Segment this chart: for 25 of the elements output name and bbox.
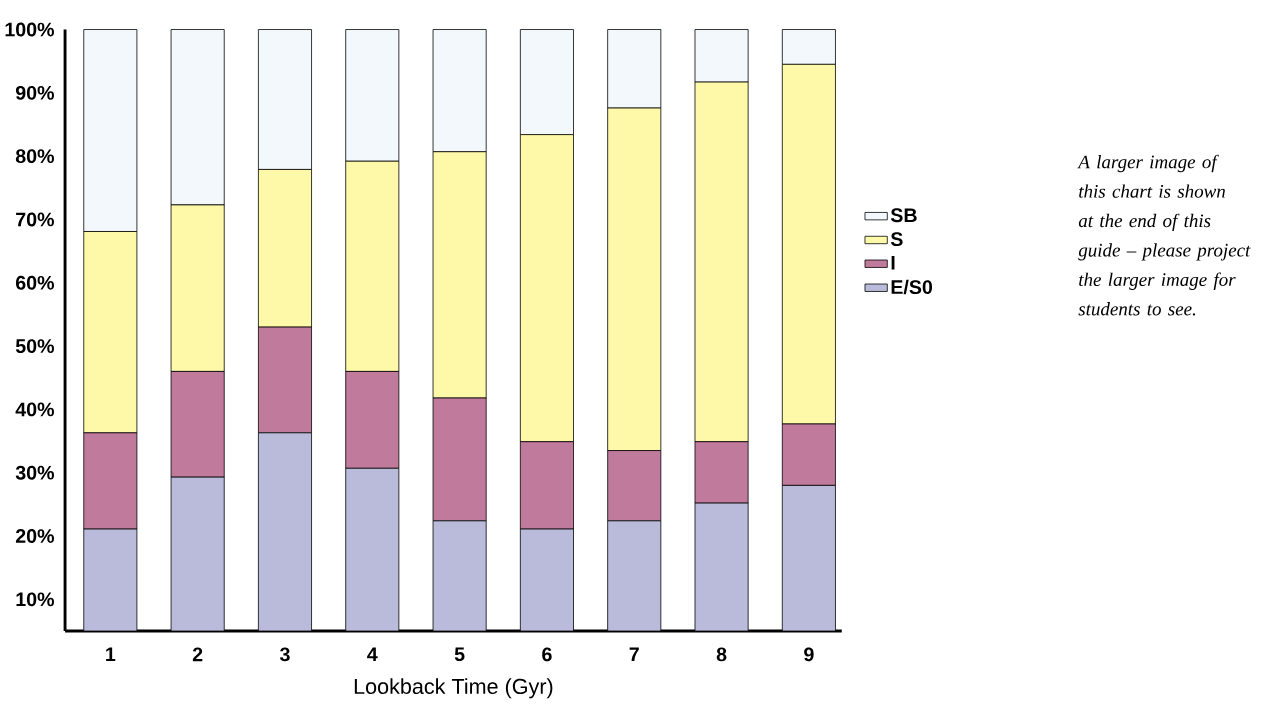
y-tick-label: 70% (16, 212, 54, 227)
y-tick-label: 10% (16, 592, 54, 607)
x-tick-label: 9 (804, 647, 814, 662)
y-tick-label: 80% (15, 149, 54, 164)
y-tick-label: 90% (15, 86, 54, 100)
y-tick-label: 40% (15, 402, 54, 417)
x-tick-label: 5 (454, 647, 465, 662)
y-tick-label: 60% (15, 276, 54, 290)
x-tick-label: 1 (106, 647, 116, 662)
x-axis-title: Lookback Time (Gyr) (354, 678, 553, 699)
y-tick-label: 100% (5, 22, 54, 37)
x-tick-label: 6 (542, 647, 552, 662)
x-tick-label: 3 (279, 647, 290, 662)
legend-label: E/S0 (891, 279, 933, 295)
x-tick-label: 4 (367, 647, 378, 662)
x-tick-label: 7 (629, 647, 639, 662)
legend-label: SB (890, 208, 917, 223)
legend-label: I (891, 256, 895, 270)
y-tick-label: 30% (15, 465, 54, 480)
y-tick-label: 20% (15, 529, 54, 544)
legend-label: S (890, 232, 903, 247)
x-tick-label: 2 (192, 647, 203, 662)
y-tick-label: 50% (15, 339, 54, 354)
x-tick-label: 8 (716, 647, 727, 662)
text: A larger image of this chart is shown at the end of this guide – please project the larger image for students to see. (1077, 155, 1251, 316)
